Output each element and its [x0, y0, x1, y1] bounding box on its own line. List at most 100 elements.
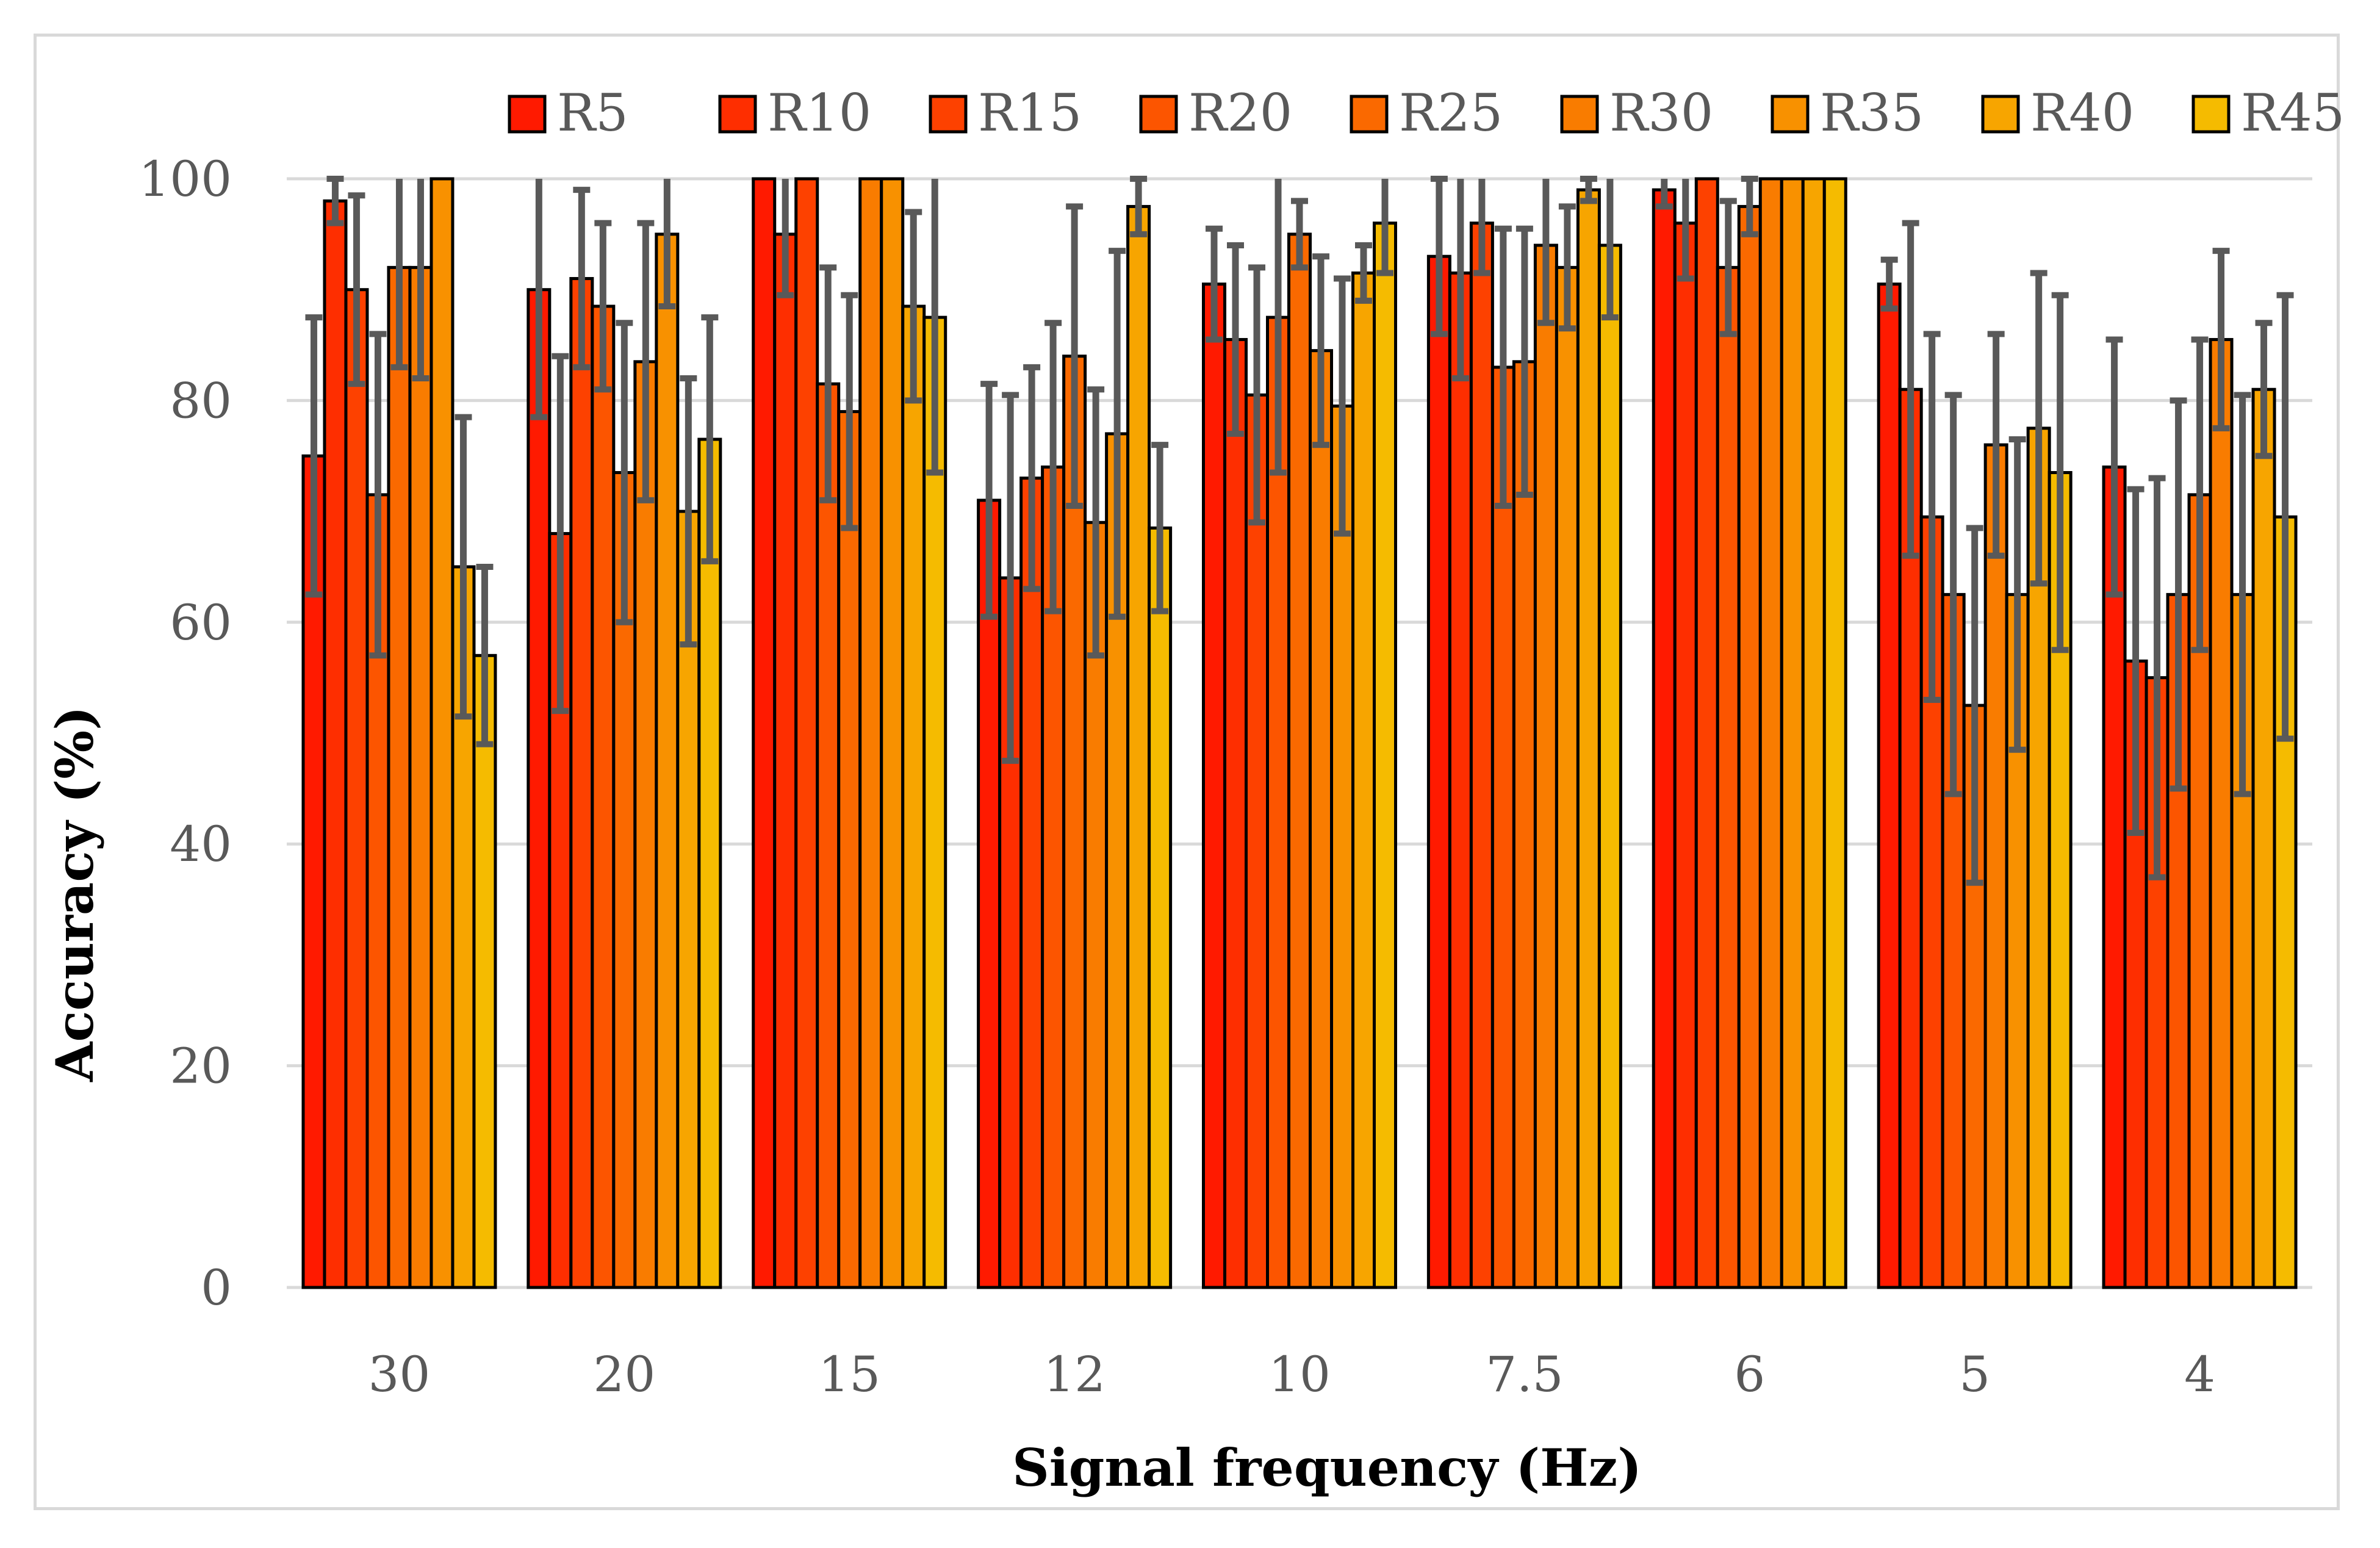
- error-bar: [1580, 176, 1597, 204]
- error-bars: [305, 176, 2294, 886]
- error-bar: [980, 381, 998, 620]
- bar-r5-10: [1202, 283, 1226, 1289]
- bar-r10-15: [773, 232, 798, 1289]
- error-bar: [1227, 242, 1244, 437]
- y-tick-label: 40: [170, 816, 232, 873]
- x-tick-label: 7.5: [1486, 1346, 1563, 1403]
- bar-r35-7.5: [1555, 265, 1580, 1289]
- x-tick-label: 30: [369, 1346, 431, 1403]
- bar-r5-15: [752, 177, 777, 1289]
- bar-r30-30: [408, 265, 433, 1289]
- y-tick-label: 60: [170, 594, 232, 651]
- error-bar: [1537, 179, 1555, 326]
- error-bar: [2148, 475, 2166, 880]
- bar-r20-6: [1716, 265, 1741, 1289]
- bar-r5-5: [1877, 283, 1902, 1289]
- error-bar: [2105, 336, 2123, 598]
- error-bar: [2127, 486, 2145, 837]
- error-bar: [476, 563, 494, 747]
- error-bar: [1902, 220, 1919, 559]
- legend-label: R35: [1820, 83, 1924, 143]
- bar-r10-30: [323, 199, 348, 1289]
- x-tick-label: 12: [1043, 1346, 1106, 1403]
- error-bar: [1719, 198, 1737, 337]
- bar-r20-15: [816, 382, 841, 1289]
- bar-r15-6: [1694, 177, 1719, 1289]
- bar-r15-15: [794, 177, 819, 1289]
- bar-r40-12: [1126, 204, 1151, 1289]
- bar-r45-20: [697, 437, 722, 1289]
- error-bar: [616, 320, 633, 625]
- bar-r25-6: [1737, 204, 1762, 1289]
- error-bar: [326, 176, 344, 226]
- bar-r25-7.5: [1512, 360, 1537, 1289]
- error-bar: [2030, 270, 2047, 587]
- error-bar: [1206, 225, 1223, 343]
- x-tick-label: 6: [1734, 1346, 1765, 1403]
- error-bar: [594, 220, 612, 393]
- y-axis-title: Accuracy (%): [45, 706, 105, 1082]
- legend-item-r45: R45: [2191, 83, 2345, 143]
- legend-swatch: [1771, 95, 1810, 134]
- legend-label: R20: [1188, 83, 1292, 143]
- bar-r35-15: [880, 177, 905, 1289]
- error-bar: [637, 220, 655, 503]
- error-bar: [1270, 179, 1287, 476]
- error-bar: [530, 179, 548, 420]
- bar-r35-20: [655, 232, 680, 1289]
- bar-r30-15: [858, 177, 883, 1289]
- bar-r40-4: [2251, 387, 2276, 1289]
- error-bar: [1130, 176, 1148, 237]
- bar-r30-10: [1309, 349, 1333, 1289]
- error-bar: [1023, 364, 1041, 592]
- bar-r30-20: [633, 360, 658, 1289]
- error-bar: [1923, 331, 1941, 703]
- legend-swatch: [1981, 95, 2020, 134]
- error-bar: [2191, 336, 2209, 653]
- bar-r30-4: [2209, 337, 2234, 1289]
- x-tick-label: 5: [1959, 1346, 1990, 1403]
- bar-r15-7.5: [1469, 221, 1494, 1289]
- legend-item-r15: R15: [929, 83, 1082, 143]
- y-tick-label: 80: [170, 372, 232, 429]
- legend-item-r35: R35: [1771, 83, 1924, 143]
- legend-swatch: [929, 95, 968, 134]
- legend-swatch: [508, 95, 547, 134]
- bar-r20-20: [591, 304, 616, 1289]
- error-bar: [2276, 292, 2294, 742]
- error-bar: [1944, 392, 1962, 797]
- bar-r40-15: [901, 304, 926, 1289]
- error-bar: [926, 179, 944, 476]
- error-bar: [905, 209, 922, 404]
- bar-r30-5: [1983, 443, 2008, 1289]
- bar-r5-6: [1652, 188, 1677, 1289]
- error-bar: [2255, 320, 2273, 459]
- error-bar: [1109, 248, 1126, 620]
- bar-r45-6: [1822, 177, 1847, 1289]
- legend-label: R5: [557, 83, 628, 143]
- error-bar: [1601, 179, 1619, 321]
- bar-r45-7.5: [1597, 243, 1622, 1289]
- legend-item-r20: R20: [1139, 83, 1292, 143]
- bar-r15-12: [1019, 477, 1044, 1289]
- error-bar: [1291, 198, 1308, 271]
- error-bar: [1655, 179, 1673, 210]
- error-bar: [455, 414, 472, 720]
- legend: R5 R10 R15 R20 R25 R30 R35 R40 R45: [508, 83, 2345, 143]
- y-axis-ticks: 0 20 40 60 80 100: [138, 151, 232, 1316]
- bar-r5-7.5: [1426, 254, 1451, 1289]
- bar-r35-10: [1330, 404, 1354, 1289]
- error-bar: [2234, 392, 2251, 797]
- legend-swatch: [1350, 95, 1389, 134]
- bar-r40-7.5: [1576, 188, 1601, 1289]
- error-bar: [1355, 242, 1372, 304]
- bar-r10-7.5: [1448, 271, 1473, 1289]
- legend-item-r30: R30: [1560, 83, 1713, 143]
- bar-r45-15: [922, 315, 947, 1289]
- error-bar: [1966, 525, 1983, 886]
- bar-r35-30: [430, 177, 455, 1289]
- legend-swatch: [1560, 95, 1599, 134]
- bar-r25-15: [837, 410, 862, 1289]
- x-axis-title: Signal frequency (Hz): [1012, 1438, 1642, 1498]
